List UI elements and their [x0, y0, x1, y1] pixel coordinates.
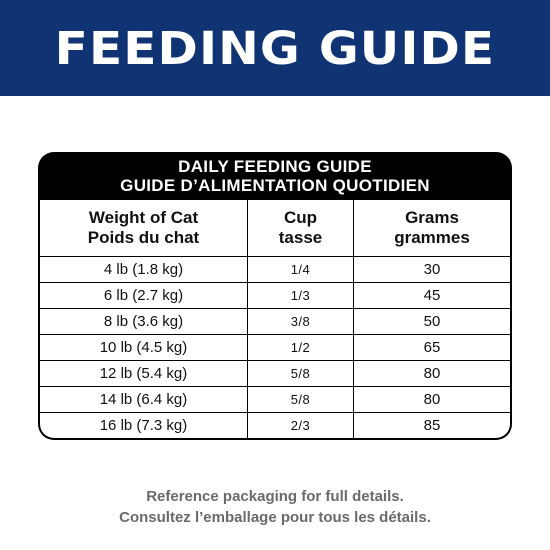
- weight-cell: 6 lb (2.7 kg): [40, 282, 248, 309]
- table-title: DAILY FEEDING GUIDE GUIDE D’ALIMENTATION…: [40, 152, 510, 200]
- cup-cell: 3/8: [247, 308, 354, 335]
- table-title-fr: GUIDE D’ALIMENTATION QUOTIDIEN: [120, 176, 430, 195]
- grams-cell: 85: [423, 417, 441, 434]
- weight-cell: 8 lb (3.6 kg): [40, 308, 248, 335]
- table-row: 10 lb (4.5 kg) 1/2 65: [40, 334, 510, 361]
- weight-cell: 10 lb (4.5 kg): [40, 334, 248, 361]
- header-cup-en: Cup: [283, 208, 318, 227]
- grams-cell: 45: [353, 282, 510, 309]
- table-row: 4 lb (1.8 kg) 1/4 30: [40, 256, 510, 283]
- table-row: 14 lb (6.4 kg) 5/8 80: [40, 386, 510, 413]
- weight-cell: 16 lb (7.3 kg): [40, 412, 248, 438]
- grams-cell: 80: [353, 386, 510, 413]
- header-cup: Cup tasse: [247, 200, 354, 257]
- weight-cell: 12 lb (5.4 kg): [40, 360, 248, 387]
- header-cup-fr: tasse: [278, 228, 323, 247]
- footer-note-fr: Consultez l’emballage pour tous les déta…: [119, 509, 431, 526]
- cup-cell: 5/8: [247, 386, 354, 413]
- table-row: 16 lb (7.3 kg) 2/3 85: [40, 412, 510, 438]
- header-weight-fr: Poids du chat: [87, 228, 200, 247]
- header-weight: Weight of Cat Poids du chat: [40, 200, 248, 257]
- feeding-guide-card: DAILY FEEDING GUIDE GUIDE D’ALIMENTATION…: [38, 152, 512, 440]
- footer-note-en: Reference packaging for full details.: [146, 488, 404, 505]
- feeding-table: Weight of Cat Poids du chat Cup tasse Gr…: [40, 200, 510, 438]
- grams-cell: 50: [353, 308, 510, 335]
- grams-cell: 65: [353, 334, 510, 361]
- table-row: 8 lb (3.6 kg) 3/8 50: [40, 308, 510, 335]
- grams-cell: 80: [353, 360, 510, 387]
- table-title-en: DAILY FEEDING GUIDE: [178, 157, 372, 176]
- table-row: 6 lb (2.7 kg) 1/3 45: [40, 282, 510, 309]
- cup-cell: 2/3: [247, 412, 354, 438]
- weight-cell: 14 lb (6.4 kg): [40, 386, 248, 413]
- footer-note: Reference packaging for full details. Co…: [0, 486, 550, 528]
- header-grams: Grams grammes: [353, 200, 510, 257]
- cup-cell: 5/8: [247, 360, 354, 387]
- grams-cell: 30: [353, 256, 510, 283]
- table-header-row: Weight of Cat Poids du chat Cup tasse Gr…: [40, 200, 510, 257]
- cup-cell: 1/2: [247, 334, 354, 361]
- table-container: Weight of Cat Poids du chat Cup tasse Gr…: [40, 200, 510, 438]
- cup-cell: 1/3: [247, 282, 354, 309]
- cup-cell: 1/4: [247, 256, 354, 283]
- header-banner: FEEDING GUIDE: [0, 0, 550, 96]
- page-title: FEEDING GUIDE: [54, 21, 496, 75]
- table-row: 12 lb (5.4 kg) 5/8 80: [40, 360, 510, 387]
- header-grams-fr: grammes: [394, 228, 470, 247]
- header-grams-en: Grams: [405, 208, 459, 227]
- header-weight-en: Weight of Cat: [88, 208, 199, 227]
- weight-cell: 4 lb (1.8 kg): [40, 256, 248, 283]
